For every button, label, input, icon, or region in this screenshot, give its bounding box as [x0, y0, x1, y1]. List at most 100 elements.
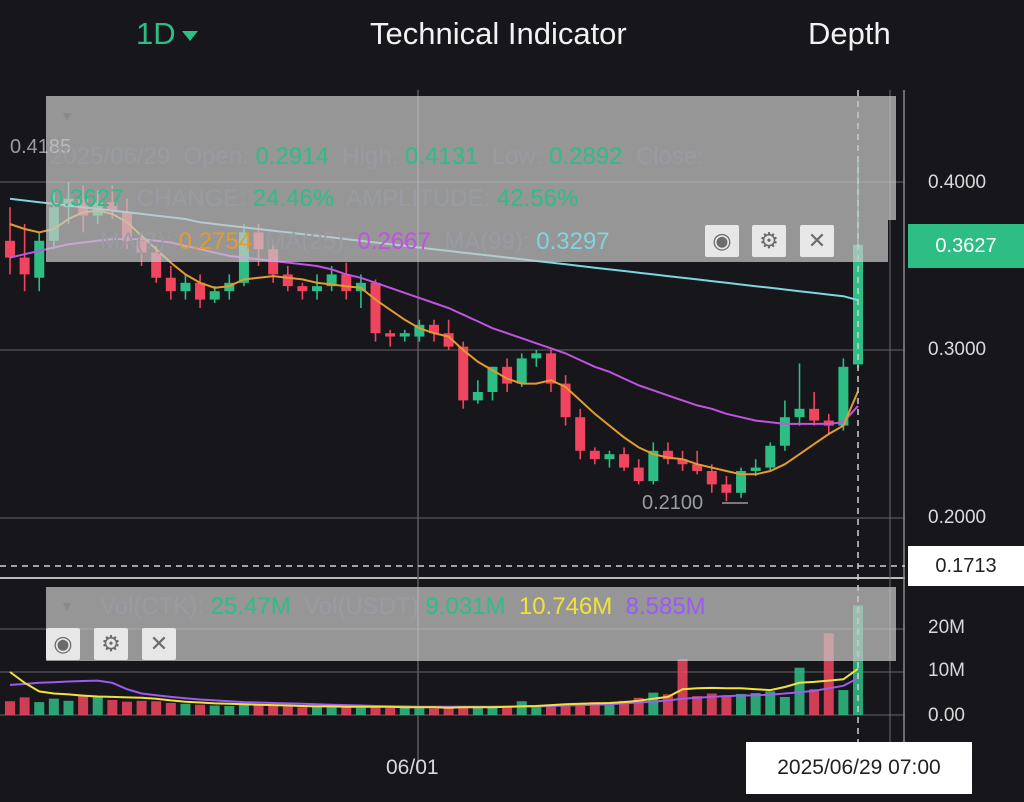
volume-bar: [765, 691, 776, 715]
candle-body: [502, 366, 513, 384]
volume-bar: [531, 705, 542, 715]
candle-body: [662, 450, 673, 460]
volume-bar: [721, 695, 732, 715]
candle-body: [297, 286, 308, 292]
volume-bar: [326, 706, 337, 715]
volume-bar: [472, 707, 483, 715]
candle-body: [633, 467, 644, 482]
volume-bar: [341, 707, 352, 715]
candle-body: [34, 240, 45, 278]
volume-bar: [589, 702, 600, 715]
volume-bar: [5, 701, 15, 715]
tab-technical-indicator[interactable]: Technical Indicator: [370, 16, 627, 51]
candle-body: [648, 450, 659, 482]
volume-bar: [399, 707, 410, 715]
volume-bar: [238, 703, 249, 715]
candle-body: [385, 333, 396, 337]
volume-bar: [677, 659, 688, 715]
volume-bar: [136, 700, 147, 715]
gear-icon[interactable]: ⚙: [94, 628, 128, 660]
volume-tick-label: 10M: [928, 660, 965, 681]
volume-tick-label: 0.00: [928, 705, 965, 726]
candle-body: [677, 459, 688, 465]
candle-body: [516, 358, 527, 384]
current-price-tag: 0.3627: [908, 224, 1024, 268]
candle-body: [531, 353, 542, 359]
volume-bar: [297, 707, 308, 715]
volume-bar: [662, 694, 673, 715]
candle-body: [326, 274, 337, 287]
price-tick-label: 0.2000: [928, 507, 987, 528]
candle-body: [282, 274, 293, 287]
volume-bar: [34, 702, 45, 715]
volume-bar: [809, 689, 820, 715]
volume-bar: [370, 705, 381, 715]
crosshair-date-tag: 2025/06/29 07:00: [746, 742, 972, 794]
volume-bar: [268, 705, 279, 715]
volume-bar: [209, 705, 220, 715]
gear-icon[interactable]: ⚙: [752, 225, 786, 257]
candle-body: [736, 470, 747, 493]
candle-body: [838, 366, 849, 426]
top-tab-bar: 1D Technical Indicator Depth: [0, 0, 1024, 70]
volume-bar: [648, 692, 659, 715]
close-icon[interactable]: ✕: [142, 628, 176, 660]
candle-body: [765, 445, 776, 468]
candle-body: [692, 464, 703, 471]
candle-body: [5, 240, 15, 258]
candle-body: [151, 252, 162, 278]
volume-bar: [92, 696, 103, 715]
candle-body: [312, 286, 323, 292]
volume-bar: [706, 693, 717, 715]
volume-bar: [619, 700, 630, 715]
candle-body: [604, 454, 615, 460]
eye-icon[interactable]: ◉: [46, 628, 80, 660]
volume-bar: [736, 693, 747, 715]
candle-body: [458, 346, 469, 401]
volume-bar: [151, 701, 162, 715]
change-line: 0.3627 CHANGE: 24.46% AMPLITUDE: 42.56%: [50, 185, 579, 212]
tab-depth[interactable]: Depth: [808, 16, 891, 51]
volume-bar: [355, 707, 366, 715]
volume-line: Vol(CTK): 25.47M Vol(USDT) 9.031M 10.746…: [100, 593, 706, 620]
volume-bar: [633, 697, 644, 715]
candle-body: [195, 282, 206, 300]
volume-bar: [692, 696, 703, 715]
candle-body: [341, 274, 352, 292]
volume-bar: [838, 690, 849, 715]
candle-body: [721, 484, 732, 493]
volume-bar: [750, 693, 761, 715]
x-tick-label: 06/01: [386, 756, 439, 779]
collapse-icon[interactable]: ▼: [60, 108, 74, 124]
volume-bar: [385, 707, 396, 715]
candle-body: [180, 282, 191, 292]
close-icon[interactable]: ✕: [800, 225, 834, 257]
ohlc-line: 2025/06/29 Open: 0.2914 High: 0.4131 Low…: [50, 143, 704, 170]
volume-bar: [429, 708, 439, 715]
volume-bar: [560, 703, 571, 715]
volume-bar: [487, 705, 498, 715]
volume-bar: [516, 701, 527, 715]
candle-body: [750, 467, 761, 471]
volume-info-overlay: [46, 587, 896, 661]
low-annotation: 0.2100: [642, 492, 704, 514]
eye-icon[interactable]: ◉: [705, 225, 739, 257]
candle-body: [443, 333, 454, 347]
collapse-icon[interactable]: ▼: [60, 598, 74, 614]
candle-body: [706, 470, 717, 485]
price-tick-label: 0.4000: [928, 172, 987, 193]
volume-bar: [414, 708, 425, 715]
timeframe-dropdown[interactable]: 1D: [136, 16, 198, 52]
candle-body: [487, 366, 498, 392]
caret-down-icon: [181, 30, 198, 41]
volume-bar: [180, 703, 191, 715]
candle-body: [779, 417, 790, 446]
volume-bar: [195, 704, 206, 715]
volume-bar: [575, 702, 586, 715]
ma-info-overlay: [46, 220, 888, 262]
volume-bar: [48, 698, 59, 715]
volume-bar: [165, 702, 176, 715]
candle-body: [19, 257, 30, 275]
volume-bar: [458, 707, 469, 715]
volume-bar: [779, 696, 790, 715]
